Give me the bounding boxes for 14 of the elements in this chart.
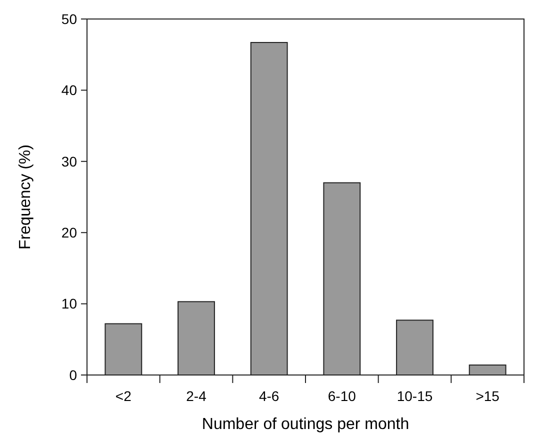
y-axis-title: Frequency (%) bbox=[17, 144, 34, 250]
y-tick-label: 40 bbox=[61, 82, 78, 98]
y-tick-label: 50 bbox=[61, 10, 78, 27]
x-tick-label: <2 bbox=[115, 388, 132, 404]
x-tick-label: 4-6 bbox=[258, 388, 280, 404]
y-tick-label: 0 bbox=[69, 366, 78, 383]
x-tick-label: 10-15 bbox=[396, 388, 433, 404]
x-tick-label: 6-10 bbox=[328, 388, 356, 404]
x-tick-label: >15 bbox=[476, 388, 500, 404]
y-tick-label: 10 bbox=[61, 296, 78, 312]
y-tick-label: 20 bbox=[61, 224, 78, 240]
x-axis-title: Number of outings per month bbox=[202, 416, 410, 433]
x-tick-label: 2-4 bbox=[186, 388, 207, 404]
y-tick-label: 30 bbox=[61, 153, 78, 170]
